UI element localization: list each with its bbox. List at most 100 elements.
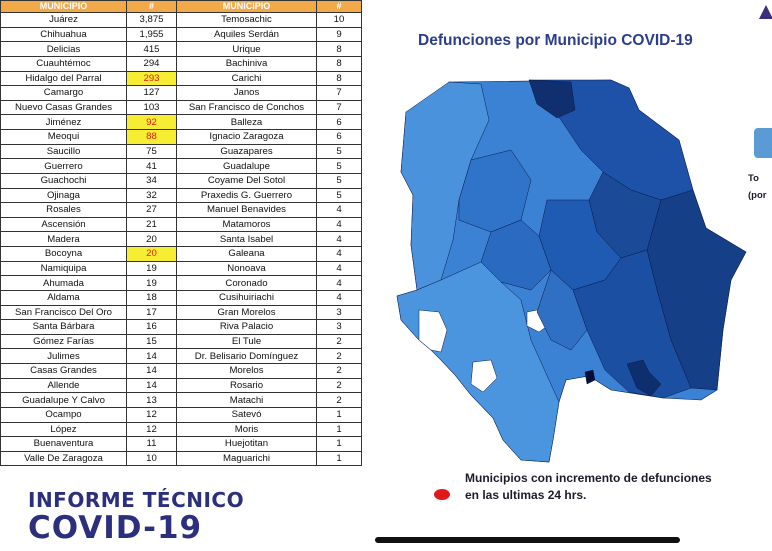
- municipio-name-left: Julimes: [0, 348, 127, 364]
- table-row: Camargo 127 Janos 7: [0, 85, 362, 101]
- map-legend: Municipios con incremento de defunciones…: [465, 470, 712, 504]
- municipio-name-left: Ojinaga: [0, 187, 127, 204]
- table-row: Gómez Farías 15 El Tule 2: [0, 333, 362, 350]
- table-row: Allende 14 Rosario 2: [0, 377, 362, 394]
- municipio-name-right: Temosachic: [176, 12, 317, 28]
- table-row: Valle De Zaragoza 10 Maguarichi 1: [0, 450, 362, 467]
- deaths-count-right: 4: [316, 246, 362, 262]
- table-row: Ojinaga 32 Praxedis G. Guerrero 5: [0, 187, 362, 204]
- report-brand: INFORME TÉCNICO COVID-19: [28, 489, 244, 545]
- municipio-name-left: López: [0, 421, 127, 438]
- deaths-table: MUNICIPIO # MUNICIPIO # Juárez 3,875 Temos…: [0, 0, 362, 467]
- deaths-count-left: 32: [126, 187, 177, 204]
- municipio-name-right: Santa Isabel: [176, 231, 317, 247]
- table-row: Casas Grandes 14 Morelos 2: [0, 363, 362, 379]
- legend-red-dot-icon: [434, 489, 450, 500]
- municipio-name-left: Guerrero: [0, 158, 127, 174]
- deaths-count-left: 14: [126, 348, 177, 364]
- deaths-count-left: 21: [126, 216, 177, 233]
- municipio-name-right: Matamoros: [176, 216, 317, 233]
- home-indicator-bar[interactable]: [375, 537, 680, 543]
- deaths-count-left: 11: [126, 436, 177, 452]
- deaths-count-right: 6: [316, 129, 362, 145]
- header-count-left: #: [126, 0, 177, 13]
- map-panel: Defunciones por Municipio COVID-19 To (p…: [361, 0, 772, 551]
- municipio-name-left: Rosales: [0, 202, 127, 218]
- brand-line-1: INFORME TÉCNICO: [28, 488, 245, 512]
- table-row: Bocoyna 20 Galeana 4: [0, 246, 362, 262]
- deaths-count-left: 127: [126, 85, 177, 101]
- deaths-count-left: 17: [126, 304, 177, 321]
- municipio-name-right: Dr. Belisario Domínguez: [176, 348, 317, 364]
- deaths-count-right: 7: [316, 99, 362, 116]
- deaths-count-right: 3: [316, 319, 362, 335]
- deaths-count-right: 8: [316, 41, 362, 57]
- table-row: Saucillo 75 Guazapares 5: [0, 143, 362, 160]
- municipio-name-left: Cuauhtémoc: [0, 55, 127, 72]
- municipio-name-left: Guadalupe Y Calvo: [0, 392, 127, 408]
- table-row: Nuevo Casas Grandes 103 San Francisco de C…: [0, 99, 362, 116]
- deaths-count-right: 2: [316, 333, 362, 350]
- table-row: Juárez 3,875 Temosachic 10: [0, 12, 362, 28]
- deaths-count-left: 14: [126, 363, 177, 379]
- municipio-name-left: Gómez Farías: [0, 333, 127, 350]
- side-legend-line-1: To: [748, 173, 759, 184]
- municipio-name-right: Moris: [176, 421, 317, 438]
- deaths-count-left: 14: [126, 377, 177, 394]
- table-row: Ahumada 19 Coronado 4: [0, 275, 362, 291]
- municipio-name-left: Namiquipa: [0, 260, 127, 277]
- deaths-count-left: 20: [126, 246, 177, 262]
- municipio-name-right: Guadalupe: [176, 158, 317, 174]
- municipio-name-left: Valle De Zaragoza: [0, 450, 127, 467]
- table-row: Buenaventura 11 Huejotitan 1: [0, 436, 362, 452]
- map-region-parral: [572, 249, 692, 399]
- deaths-count-left: 27: [126, 202, 177, 218]
- map-region-juarez: [528, 79, 576, 119]
- deaths-count-left: 19: [126, 260, 177, 277]
- municipio-name-right: El Tule: [176, 333, 317, 350]
- deaths-count-right: 1: [316, 450, 362, 467]
- municipio-name-right: Coronado: [176, 275, 317, 291]
- deaths-count-left: 13: [126, 392, 177, 408]
- deaths-count-right: 1: [316, 406, 362, 423]
- deaths-count-left: 19: [126, 275, 177, 291]
- table-row: Ascensión 21 Matamoros 4: [0, 216, 362, 233]
- municipio-name-left: Ocampo: [0, 406, 127, 423]
- table-row: Ocampo 12 Satevó 1: [0, 406, 362, 423]
- municipio-name-left: Saucillo: [0, 143, 127, 160]
- deaths-count-right: 9: [316, 26, 362, 43]
- legend-line-1: Municipios con incremento de defunciones: [465, 471, 712, 485]
- municipio-name-left: Santa Bárbara: [0, 319, 127, 335]
- deaths-count-right: 1: [316, 421, 362, 438]
- deaths-count-left: 15: [126, 333, 177, 350]
- deaths-count-left: 34: [126, 172, 177, 189]
- table-header-row: MUNICIPIO # MUNICIPIO #: [0, 0, 362, 13]
- deaths-count-right: 2: [316, 348, 362, 364]
- municipio-name-right: Bachiniva: [176, 55, 317, 72]
- deaths-count-left: 88: [126, 129, 177, 145]
- side-legend-line-2: (por: [748, 190, 767, 201]
- municipio-name-right: Huejotitan: [176, 436, 317, 452]
- deaths-count-right: 1: [316, 436, 362, 452]
- municipio-name-right: Guazapares: [176, 143, 317, 160]
- deaths-count-left: 294: [126, 55, 177, 72]
- deaths-count-right: 2: [316, 392, 362, 408]
- map-region-jimenez: [626, 359, 662, 397]
- deaths-count-right: 7: [316, 85, 362, 101]
- deaths-count-right: 6: [316, 114, 362, 130]
- deaths-table-panel: MUNICIPIO # MUNICIPIO # Juárez 3,875 Temos…: [0, 0, 362, 482]
- side-legend-text: To (por: [748, 170, 766, 204]
- municipio-name-left: Juárez: [0, 12, 127, 28]
- table-row: Cuauhtémoc 294 Bachiniva 8: [0, 55, 362, 72]
- municipio-name-left: Camargo: [0, 85, 127, 101]
- deaths-count-left: 103: [126, 99, 177, 116]
- table-row: Guadalupe Y Calvo 13 Matachi 2: [0, 392, 362, 408]
- deaths-count-right: 4: [316, 231, 362, 247]
- municipio-name-left: Allende: [0, 377, 127, 394]
- table-row: Chihuahua 1,955 Aquiles Serdán 9: [0, 26, 362, 43]
- deaths-count-right: 3: [316, 304, 362, 321]
- deaths-count-left: 92: [126, 114, 177, 130]
- municipio-name-right: Morelos: [176, 363, 317, 379]
- deaths-count-left: 20: [126, 231, 177, 247]
- map-region-white-south: [470, 359, 498, 393]
